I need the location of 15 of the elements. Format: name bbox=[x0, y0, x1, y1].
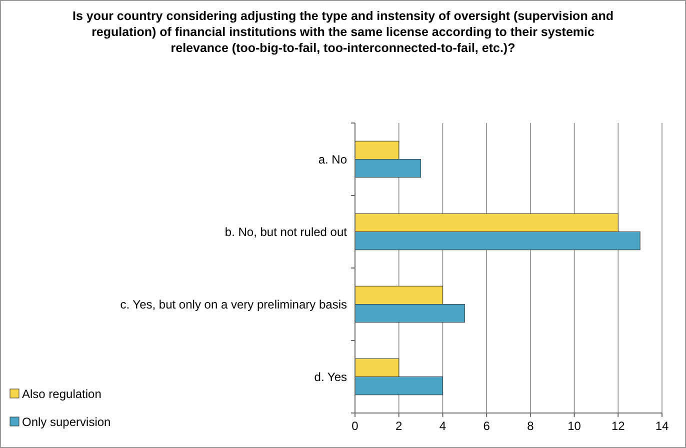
x-tick-label: 2 bbox=[396, 419, 403, 433]
x-tick-label: 6 bbox=[483, 419, 490, 433]
legend-label: Also regulation bbox=[22, 387, 102, 401]
y-tick-label: c. Yes, but only on a very preliminary basis bbox=[120, 297, 347, 312]
x-tick-label: 14 bbox=[655, 419, 669, 433]
x-tick-label: 10 bbox=[568, 419, 582, 433]
chart-title: Is your country considering adjusting the type and instensity of oversight (supervision and regulation) of financial institutions with the same license according to their systemic relevance (too-big-to-fail, too-interconnected-to-fail, etc.)? bbox=[72, 9, 614, 55]
x-tick-label: 8 bbox=[527, 419, 534, 433]
y-tick-label: d. Yes bbox=[314, 370, 347, 384]
x-tick-label: 12 bbox=[611, 419, 626, 433]
legend-label: Only supervision bbox=[22, 415, 111, 429]
x-tick-label: 0 bbox=[352, 419, 359, 433]
y-tick-label: a. No bbox=[318, 152, 348, 166]
y-tick-label: b. No, but not ruled out bbox=[224, 224, 348, 239]
x-tick-label: 4 bbox=[439, 419, 446, 433]
